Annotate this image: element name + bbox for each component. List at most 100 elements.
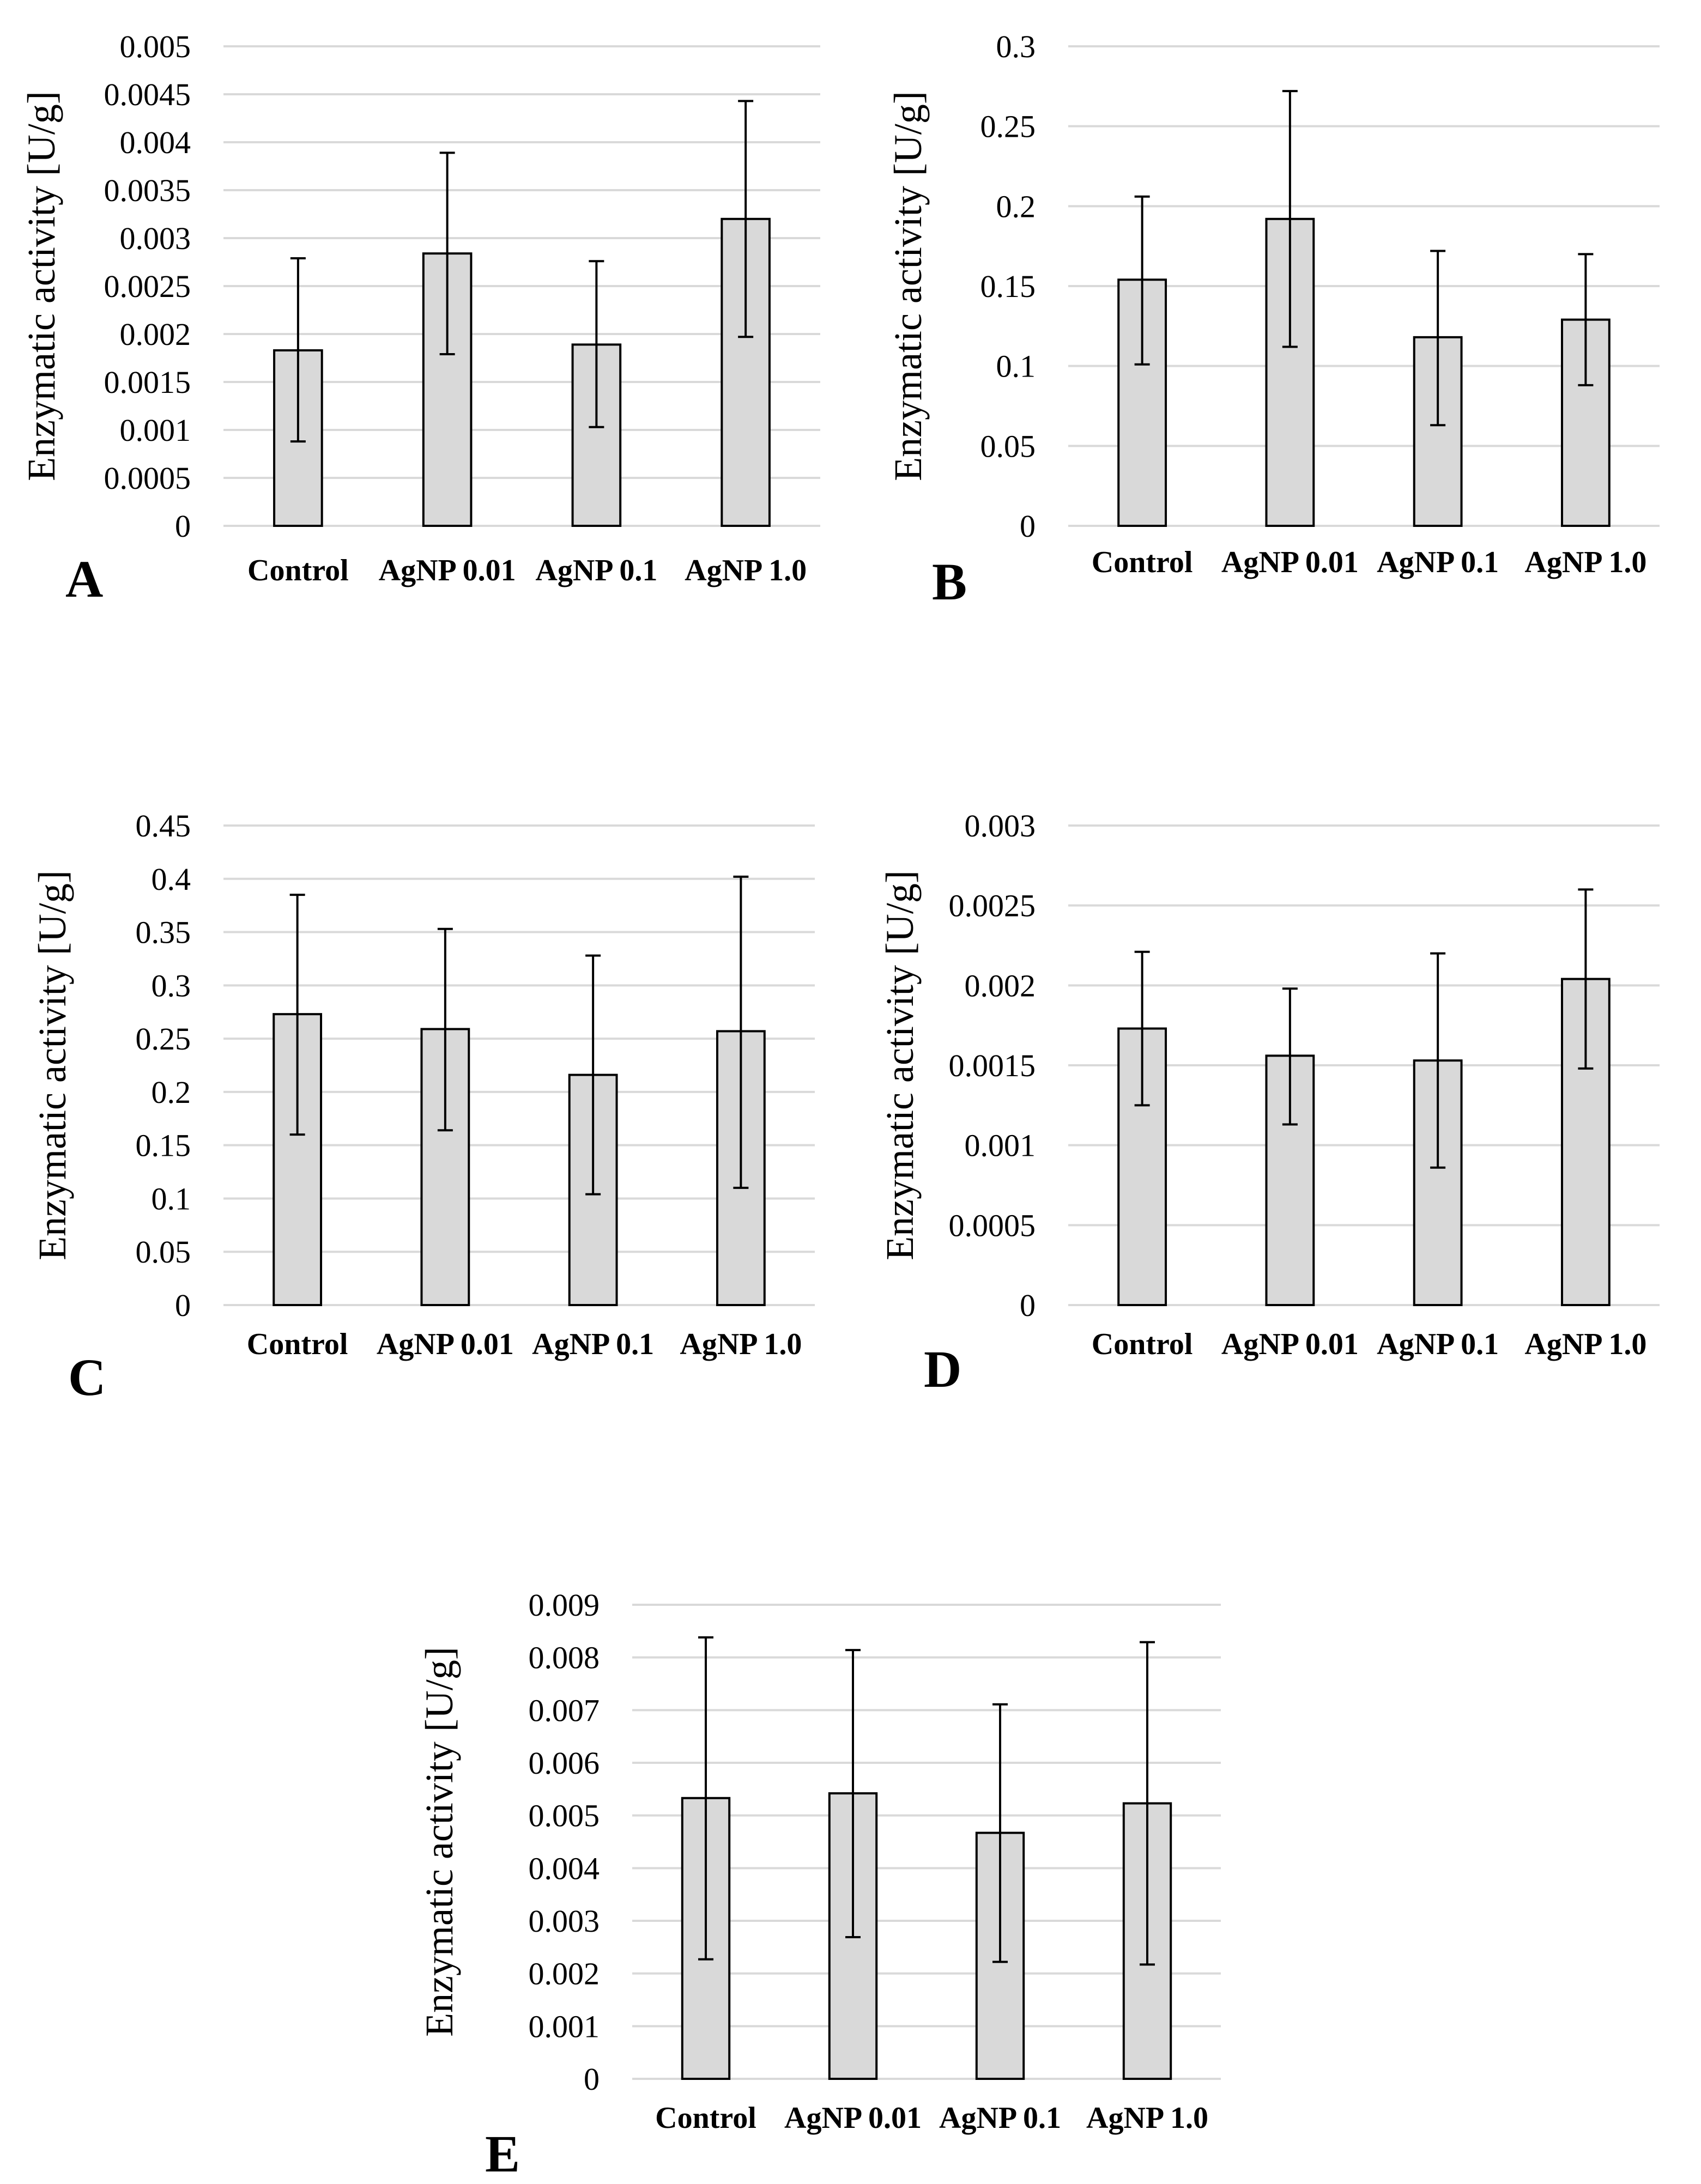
x-category-label: AgNP 0.1 <box>1377 545 1499 579</box>
y-axis-title: Enzymatic activity [U/g] <box>31 870 74 1260</box>
error-bar <box>289 894 305 1136</box>
y-tick-label: 0.45 <box>136 808 191 844</box>
y-tick-label: 0.15 <box>136 1128 191 1163</box>
y-tick-label: 0.001 <box>529 2009 600 2044</box>
bar-agnp-0-01 <box>420 1028 470 1306</box>
y-tick-label: 0.005 <box>529 1798 600 1834</box>
x-category-label: AgNP 0.1 <box>532 1327 654 1361</box>
y-tick-label: 0.001 <box>965 1128 1036 1163</box>
x-category-label: AgNP 0.01 <box>1221 545 1359 579</box>
y-tick-label: 0.003 <box>529 1903 600 1939</box>
error-bar <box>698 1636 713 1961</box>
y-axis-title: Enzymatic activity [U/g] <box>20 91 63 481</box>
y-tick-label: 0.002 <box>965 968 1036 1003</box>
chart-panel-c: 0 0.05 0.1 0.15 0.2 0.25 0.3 0.35 0.4 0.45 Control… <box>31 808 815 1406</box>
x-category-label: Control <box>247 1327 348 1361</box>
y-tick-label: 0.004 <box>529 1851 600 1886</box>
x-category-label: AgNP 0.1 <box>1377 1327 1499 1361</box>
error-bar <box>585 954 601 1196</box>
y-tick-label: 0.0035 <box>104 173 191 208</box>
x-category-label: AgNP 0.01 <box>379 554 516 587</box>
y-tick-label: 0.0025 <box>949 888 1036 924</box>
y-tick-label: 0.1 <box>996 349 1036 384</box>
x-category-label: Control <box>247 554 349 587</box>
y-tick-label: 0.2 <box>996 189 1036 224</box>
x-category-label: Control <box>1092 545 1193 579</box>
y-tick-label: 0.2 <box>152 1075 191 1110</box>
x-category-label: AgNP 0.01 <box>784 2101 922 2135</box>
error-bar <box>1430 952 1446 1169</box>
y-tick-label: 0 <box>1020 508 1036 544</box>
error-bar <box>1282 90 1298 348</box>
error-bar <box>290 257 306 443</box>
y-tick-label: 0 <box>584 2061 600 2097</box>
bar-agnp-0-01 <box>1265 1054 1315 1307</box>
y-tick-label: 0.0015 <box>949 1048 1036 1083</box>
error-bar <box>738 100 754 338</box>
x-category-label: Control <box>1092 1327 1193 1361</box>
y-tick-label: 0.009 <box>529 1587 600 1623</box>
y-tick-label: 0.25 <box>136 1021 191 1057</box>
y-tick-label: 0.0005 <box>104 460 191 496</box>
y-tick-label: 0.0045 <box>104 77 191 112</box>
x-category-label: AgNP 1.0 <box>680 1327 802 1361</box>
chart-panel-b: 0 0.05 0.1 0.15 0.2 0.25 0.3 Control AgNP 0.01 Ag… <box>886 29 1660 611</box>
y-tick-label: 0.002 <box>529 1956 600 1992</box>
panel-letter: C <box>68 1348 106 1406</box>
x-category-label: AgNP 1.0 <box>685 554 807 587</box>
y-axis-title: Enzymatic activity [U/g] <box>417 1647 461 2037</box>
panel-letter: B <box>932 553 967 611</box>
x-category-label: AgNP 0.1 <box>535 554 657 587</box>
panel-letter: D <box>924 1340 961 1398</box>
chart-panel-d: 0 0.0005 0.001 0.0015 0.002 0.0025 0.003 Contro… <box>878 808 1660 1398</box>
error-bar <box>992 1703 1008 1963</box>
x-category-label: AgNP 1.0 <box>1524 545 1646 579</box>
y-tick-label: 0.05 <box>136 1234 191 1270</box>
y-tick-label: 0.007 <box>529 1692 600 1728</box>
y-tick-label: 0.005 <box>120 29 191 64</box>
y-axis-title: Enzymatic activity [U/g] <box>886 91 930 481</box>
error-bar <box>1578 253 1594 386</box>
error-bar <box>1140 1641 1155 1966</box>
x-category-label: AgNP 0.01 <box>1221 1327 1359 1361</box>
y-tick-label: 0.002 <box>120 317 191 352</box>
y-tick-label: 0.008 <box>529 1640 600 1676</box>
y-tick-label: 0 <box>1020 1288 1036 1323</box>
error-bar <box>845 1649 861 1938</box>
error-bar <box>589 260 604 428</box>
y-tick-label: 0.1 <box>152 1181 191 1216</box>
y-tick-label: 0.35 <box>136 915 191 950</box>
y-tick-label: 0.004 <box>120 125 191 160</box>
panel-letter: A <box>65 550 103 608</box>
y-tick-label: 0.15 <box>980 269 1036 304</box>
error-bar <box>437 927 453 1132</box>
x-category-label: AgNP 1.0 <box>1524 1327 1646 1361</box>
error-bar <box>1282 987 1298 1126</box>
error-bar <box>439 151 455 355</box>
error-bar <box>1134 950 1150 1107</box>
panel-letter: E <box>485 2125 520 2183</box>
error-bar <box>1430 250 1446 427</box>
y-tick-label: 0 <box>175 508 191 544</box>
y-tick-label: 0.05 <box>980 428 1036 464</box>
y-tick-label: 0.3 <box>996 29 1036 64</box>
y-tick-label: 0.003 <box>120 221 191 256</box>
y-tick-label: 0.25 <box>980 109 1036 144</box>
x-category-label: AgNP 1.0 <box>1086 2101 1208 2135</box>
y-tick-label: 0.0005 <box>949 1208 1036 1243</box>
y-tick-label: 0.4 <box>152 862 191 897</box>
y-tick-label: 0 <box>175 1288 191 1323</box>
y-tick-label: 0.003 <box>965 808 1036 844</box>
x-category-label: Control <box>655 2101 756 2135</box>
chart-panel-a: 0 0.0005 0.001 0.0015 0.002 0.0025 0.003 0.0035… <box>20 29 820 608</box>
x-category-label: AgNP 0.1 <box>939 2101 1061 2135</box>
error-bar <box>733 875 749 1189</box>
y-tick-label: 0.006 <box>529 1745 600 1781</box>
error-bar <box>1578 888 1594 1070</box>
error-bar <box>1134 195 1150 366</box>
y-axis-title: Enzymatic activity [U/g] <box>878 870 922 1260</box>
x-category-label: AgNP 0.01 <box>377 1327 514 1361</box>
y-tick-label: 0.0015 <box>104 365 191 400</box>
y-tick-label: 0.0025 <box>104 269 191 304</box>
